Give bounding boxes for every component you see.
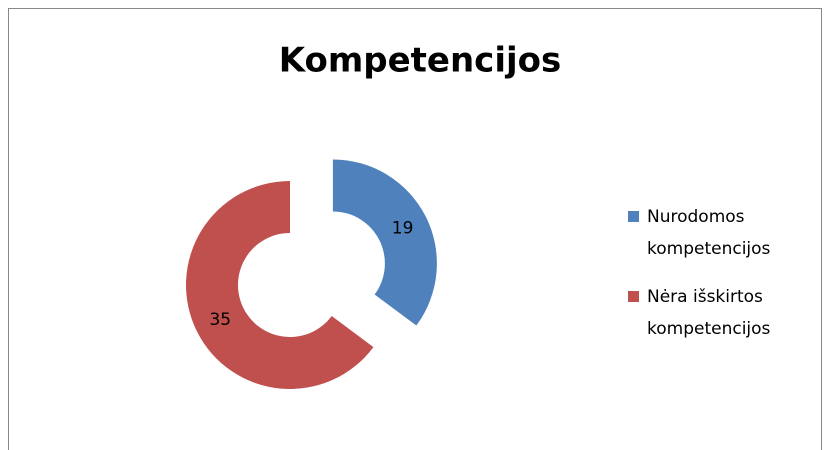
data-label: 35 xyxy=(209,310,231,330)
chart-title: Kompetencijos xyxy=(279,41,562,81)
legend-swatch xyxy=(628,291,639,302)
legend-swatch xyxy=(628,211,639,222)
legend-label: Nėra išskirtos kompetencijos xyxy=(647,287,771,339)
doughnut-slice xyxy=(186,181,374,390)
legend-label: Nurodomos kompetencijos xyxy=(647,207,771,259)
doughnut-slice xyxy=(332,159,437,326)
data-label: 19 xyxy=(392,218,414,238)
